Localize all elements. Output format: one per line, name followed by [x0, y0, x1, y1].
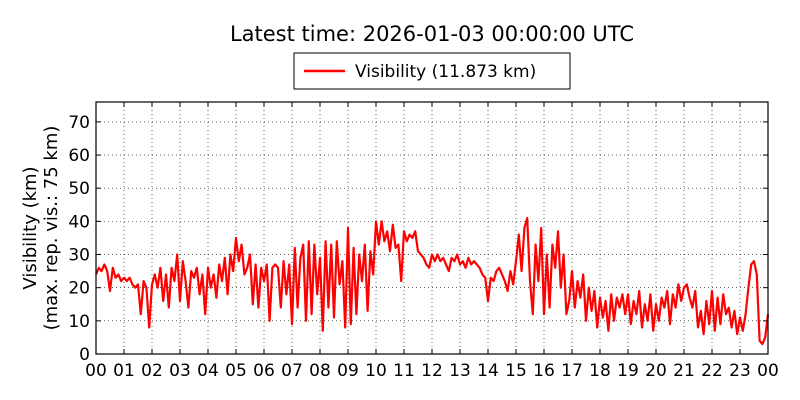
x-tick-label: 20	[645, 361, 667, 381]
x-tick-label: 16	[533, 361, 555, 381]
x-tick-label: 17	[561, 361, 583, 381]
axes	[95, 101, 769, 355]
y-tick-label: 50	[68, 179, 90, 199]
y-tick-label: 40	[68, 212, 90, 232]
x-tick-labels: 00 01 02 03 04 05 06 07 08 09 10 11 12 13 14 15 16 17 18 19…	[85, 361, 779, 381]
x-tick-label: 05	[225, 361, 247, 381]
y-tick-labels: 0 10 20 30 40 50 60 70	[68, 113, 90, 365]
x-tick-label: 19	[617, 361, 639, 381]
y-tick-label: 60	[68, 146, 90, 166]
series-group	[94, 216, 770, 346]
y-tick-label: 0	[79, 345, 90, 365]
y-tick-label: 70	[68, 113, 90, 133]
x-tick-label: 12	[421, 361, 443, 381]
y-axis-label-line1: Visibility (km)	[20, 166, 41, 289]
x-tick-label: 14	[477, 361, 499, 381]
x-tick-label: 09	[337, 361, 359, 381]
y-tick-label: 30	[68, 246, 90, 266]
x-tick-label: 21	[673, 361, 695, 381]
x-tick-label: 23	[729, 361, 751, 381]
y-tick-label: 20	[68, 279, 90, 299]
x-tick-label: 01	[113, 361, 135, 381]
y-tick-label: 10	[68, 312, 90, 332]
x-tick-label: 18	[589, 361, 611, 381]
grid	[96, 102, 768, 354]
x-tick-label: 13	[449, 361, 471, 381]
x-tick-label: 07	[281, 361, 303, 381]
x-tick-label: 00	[85, 361, 107, 381]
legend: Visibility (11.873 km)	[293, 52, 571, 90]
chart-title: Latest time: 2026-01-03 00:00:00 UTC	[230, 22, 634, 46]
x-tick-label: 08	[309, 361, 331, 381]
x-tick-label: 10	[365, 361, 387, 381]
plot-frame	[95, 101, 769, 355]
y-axis-label-line2: (max. rep. vis.: 75 km)	[41, 126, 62, 331]
x-tick-label: 22	[701, 361, 723, 381]
x-tick-label: 03	[169, 361, 191, 381]
x-tick-label: 11	[393, 361, 415, 381]
legend-label: Visibility (11.873 km)	[355, 62, 536, 82]
series-line-visibility	[94, 216, 770, 346]
x-tick-label: 06	[253, 361, 275, 381]
x-tick-label: 04	[197, 361, 219, 381]
x-tick-label: 02	[141, 361, 163, 381]
x-tick-label: 00	[757, 361, 779, 381]
x-tick-label: 15	[505, 361, 527, 381]
